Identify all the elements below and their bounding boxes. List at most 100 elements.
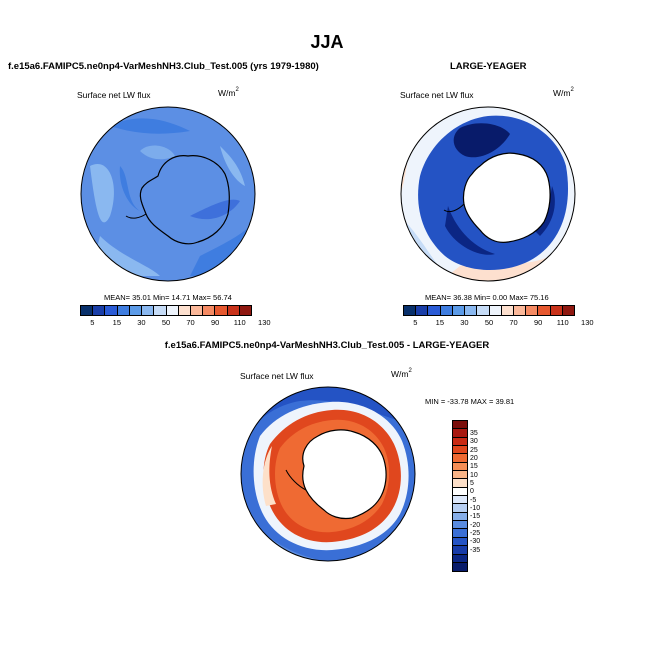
- colorbar-tick-label: 30: [470, 438, 478, 446]
- colorbar-diff: [452, 420, 468, 573]
- colorbar-tick-label: 30: [137, 318, 146, 327]
- colorbar-swatch: [142, 306, 155, 315]
- colorbar-tick-label: 15: [435, 318, 445, 327]
- colorbar-tick-label: 25: [470, 446, 478, 454]
- colorbar-tick-label: 5: [90, 318, 95, 327]
- colorbar-tick-label: 90: [210, 318, 220, 327]
- colorbar-tick-label: 5: [470, 479, 474, 487]
- colorbar-tick-label: 10: [470, 471, 478, 479]
- colorbar-swatch: [105, 306, 118, 315]
- colorbar-swatch: [190, 306, 204, 315]
- colorbar-tick-label: 20: [470, 454, 478, 462]
- colorbar-tick-label: 30: [460, 318, 469, 327]
- colorbar-model: 5 15 30 50 70 90 110 130: [80, 305, 271, 327]
- colorbar-tick-label: 50: [484, 318, 494, 327]
- colorbar-swatch: [416, 306, 429, 315]
- colorbar-swatch: [453, 546, 467, 555]
- colorbar-swatch: [178, 306, 191, 315]
- colorbar-swatch: [93, 306, 106, 315]
- variable-label-obs: Surface net LW flux: [400, 90, 474, 100]
- colorbar-swatch: [453, 529, 467, 538]
- units-label-model: W/m2: [218, 87, 239, 98]
- polar-map-model: [80, 106, 256, 282]
- panel-header-model: f.e15a6.FAMIPC5.ne0np4-VarMeshNH3.Club_T…: [8, 61, 319, 72]
- colorbar-swatch: [453, 537, 467, 547]
- colorbar-tick-label: 70: [509, 318, 518, 327]
- colorbar-swatch: [166, 306, 179, 315]
- colorbar-tick-label: 130: [258, 318, 271, 327]
- colorbar-swatch: [239, 306, 252, 315]
- colorbar-swatch: [526, 306, 539, 315]
- colorbar-swatch: [465, 306, 478, 315]
- colorbar-swatch: [453, 429, 467, 438]
- colorbar-swatch: [453, 479, 467, 488]
- colorbar-tick-label: 50: [161, 318, 171, 327]
- colorbar-tick-label: 5: [413, 318, 418, 327]
- colorbar-diff-ticks: 35 30 25 20 15 10 5 0 -5 -10 -15 -20 -25 -30 -35: [470, 420, 500, 570]
- polar-map-obs: [400, 106, 576, 282]
- colorbar-tick-label: -20: [470, 521, 481, 529]
- colorbar-swatch: [453, 437, 467, 447]
- colorbar-swatch: [453, 562, 467, 572]
- colorbar-tick-label: 130: [581, 318, 594, 327]
- colorbar-swatch: [129, 306, 143, 315]
- colorbar-tick-label: 110: [556, 318, 569, 327]
- colorbar-model-swatches: [80, 305, 252, 316]
- colorbar-swatch: [428, 306, 441, 315]
- stats-diff: MIN = -33.78 MAX = 39.81: [425, 397, 515, 406]
- colorbar-swatch: [453, 462, 467, 472]
- colorbar-tick-label: -5: [470, 496, 477, 504]
- page-title: JJA: [310, 32, 344, 52]
- colorbar-obs: 5 15 30 50 70 90 110 130: [403, 305, 594, 327]
- variable-label-model: Surface net LW flux: [77, 90, 151, 100]
- polar-map-diff: [240, 386, 416, 562]
- colorbar-swatch: [453, 496, 467, 505]
- variable-label-diff: Surface net LW flux: [240, 371, 314, 381]
- colorbar-swatch: [227, 306, 240, 315]
- colorbar-swatch: [453, 512, 467, 522]
- colorbar-swatch: [81, 306, 94, 315]
- colorbar-swatch: [452, 306, 466, 315]
- colorbar-swatch: [440, 306, 453, 315]
- colorbar-obs-ticks: 5 15 30 50 70 90 110 130: [403, 316, 593, 327]
- colorbar-tick-label: 15: [470, 463, 478, 471]
- colorbar-tick-label: -35: [470, 546, 481, 554]
- colorbar-swatch: [215, 306, 228, 315]
- colorbar-tick-label: -30: [470, 538, 481, 546]
- units-label-diff: W/m2: [391, 368, 412, 379]
- units-label-obs: W/m2: [553, 87, 574, 98]
- colorbar-swatch: [117, 306, 130, 315]
- colorbar-swatch: [453, 421, 467, 430]
- colorbar-swatch: [453, 504, 467, 513]
- colorbar-swatch: [453, 454, 467, 463]
- colorbar-swatch: [453, 521, 467, 530]
- colorbar-swatch: [203, 306, 216, 315]
- colorbar-swatch: [513, 306, 527, 315]
- stats-obs: MEAN= 36.38 Min= 0.00 Max= 75.16: [425, 293, 549, 302]
- colorbar-swatch: [538, 306, 551, 315]
- colorbar-swatch: [477, 306, 490, 315]
- colorbar-swatch: [562, 306, 575, 315]
- colorbar-swatch: [550, 306, 563, 315]
- colorbar-obs-swatches: [403, 305, 575, 316]
- colorbar-swatch: [501, 306, 514, 315]
- colorbar-tick-label: 0: [470, 488, 474, 496]
- colorbar-tick-label: 70: [186, 318, 195, 327]
- colorbar-swatch: [489, 306, 502, 315]
- colorbar-model-ticks: 5 15 30 50 70 90 110 130: [80, 316, 270, 327]
- colorbar-tick-label: -10: [470, 504, 481, 512]
- colorbar-swatch: [453, 554, 467, 563]
- colorbar-swatch: [453, 446, 467, 455]
- panel-header-obs: LARGE-YEAGER: [450, 61, 527, 72]
- colorbar-tick-label: 90: [533, 318, 543, 327]
- colorbar-diff-swatches: [452, 420, 468, 573]
- colorbar-swatch: [154, 306, 167, 315]
- colorbar-tick-label: 35: [470, 429, 478, 437]
- colorbar-swatch: [453, 471, 467, 480]
- colorbar-swatch: [404, 306, 417, 315]
- colorbar-tick-label: -15: [470, 513, 481, 521]
- colorbar-tick-label: 15: [112, 318, 122, 327]
- colorbar-swatch: [453, 487, 467, 497]
- panel-header-diff: f.e15a6.FAMIPC5.ne0np4-VarMeshNH3.Club_T…: [164, 340, 490, 351]
- stats-model: MEAN= 35.01 Min= 14.71 Max= 56.74: [104, 293, 232, 302]
